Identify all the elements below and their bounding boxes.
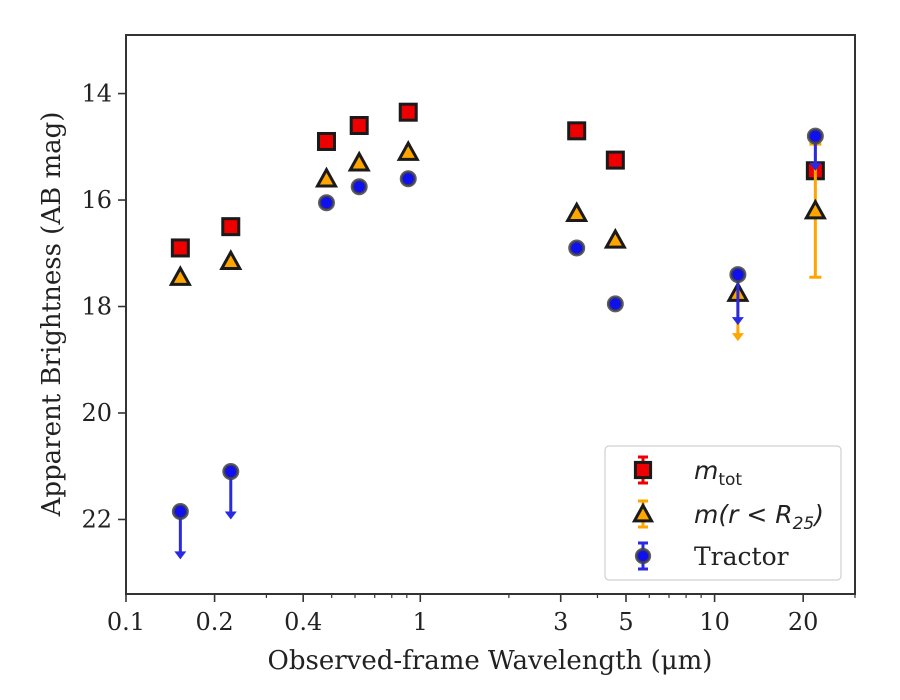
series-triangle [168,140,827,342]
circle-marker [568,239,586,257]
circle-marker [171,502,189,520]
legend-label: Tractor [694,542,789,571]
triangle-marker [803,198,827,220]
series-circle [171,127,824,560]
plot-frame [125,34,856,595]
circle-marker [806,127,824,145]
square-marker [398,102,418,122]
circle-marker [729,266,747,284]
y-tick-label: 16 [81,186,112,214]
legend-label: mtot [694,456,742,490]
x-axis-label: Observed-frame Wavelength (μm) [268,646,713,676]
triangle-marker [219,249,243,270]
x-tick-label: 0.2 [196,608,234,636]
triangle-marker [565,201,589,223]
legend-label: m(r < R25) [694,500,824,534]
triangle-marker [603,227,627,249]
y-axis-label: Apparent Brightness (AB mag) [37,112,67,518]
upper-limit-arrowhead [224,511,237,520]
circle-marker [399,170,417,188]
upper-limit-arrowhead [731,333,744,342]
upper-limit-arrowhead [809,162,822,171]
y-tick-label: 14 [81,80,112,108]
upper-limit-arrowhead [731,317,744,326]
x-tick-label: 0.4 [284,608,322,636]
square-marker [567,121,587,141]
upper-limit-arrowhead [174,551,187,560]
y-tick-label: 18 [81,293,112,321]
triangle-marker [347,150,371,172]
square-marker [349,116,369,136]
square-marker [633,460,653,480]
x-tick-label: 0.1 [107,608,145,636]
square-marker [221,217,241,237]
x-tick-label: 3 [553,608,568,636]
y-tick-label: 22 [81,505,112,533]
axis-ticks: 0.1 0.2 0.4 1 3 5 10 20 14 16 18 20 22 [81,80,856,636]
x-tick-label: 5 [618,608,633,636]
legend: mtot m(r < R25) Tractor [604,445,842,581]
triangle-marker [631,502,655,523]
x-tick-label: 20 [788,608,819,636]
triangle-marker [396,140,420,161]
x-tick-label: 10 [699,608,730,636]
triangle-marker [314,166,339,188]
circle-marker [317,194,335,212]
circle-marker [606,295,624,313]
series-square [170,102,825,258]
circle-marker [634,547,652,565]
legend-box [604,445,842,581]
data-markers [168,102,827,560]
circle-marker [350,178,368,196]
triangle-marker [168,265,192,286]
circle-marker [222,463,240,481]
y-tick-label: 20 [81,399,112,427]
square-marker [170,238,190,258]
x-tick-label: 1 [413,608,428,636]
square-marker [605,150,625,170]
square-marker [316,131,336,151]
